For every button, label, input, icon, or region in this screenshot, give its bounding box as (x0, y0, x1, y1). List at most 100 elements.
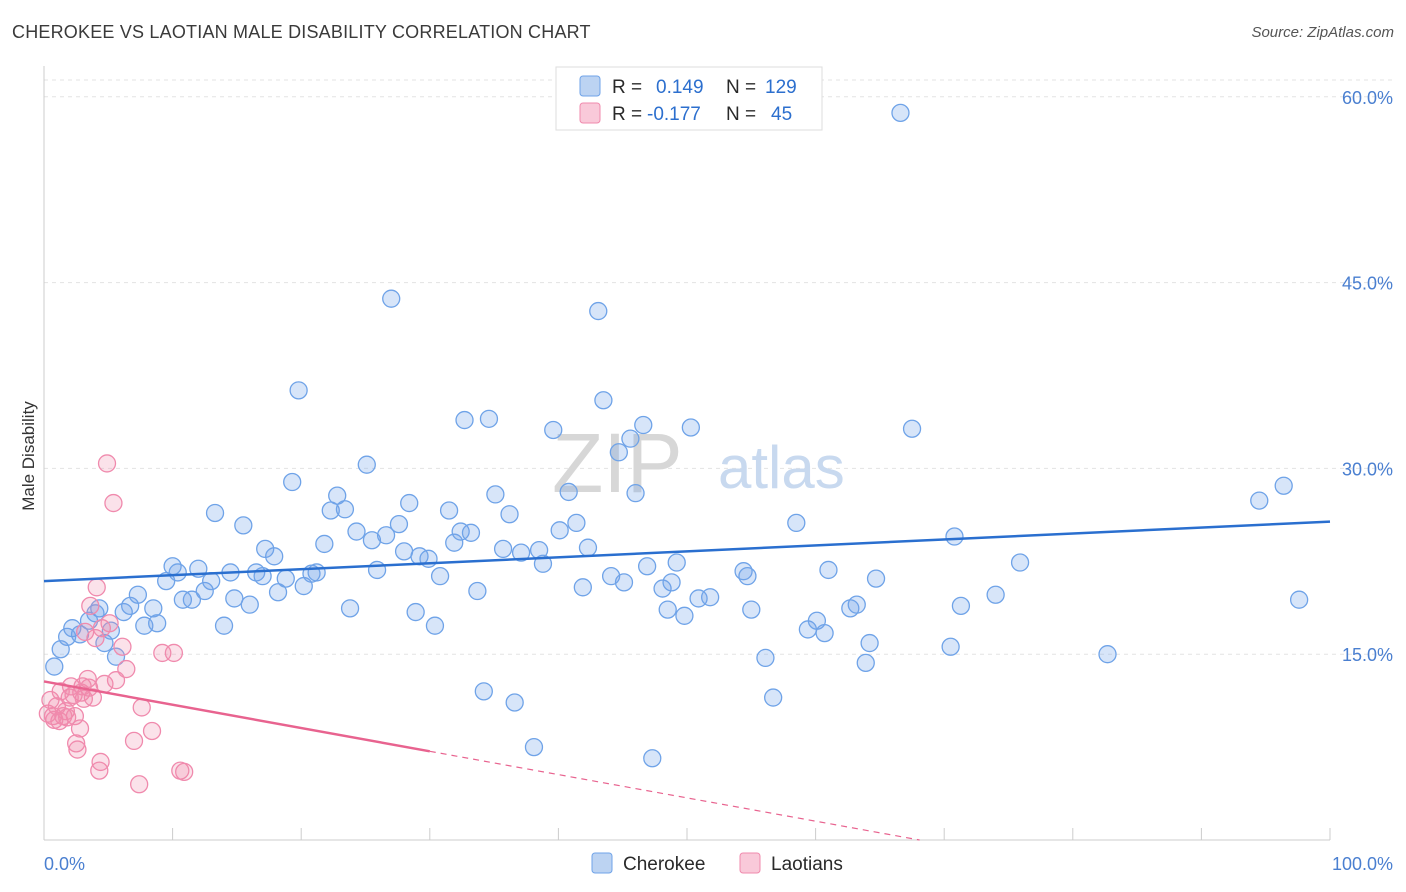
laotians-point (57, 708, 77, 727)
cherokee-point (425, 616, 445, 635)
cherokee-point (505, 693, 524, 712)
cherokee-point (347, 522, 366, 541)
laotians-point (130, 775, 149, 794)
laotians-point (106, 671, 126, 690)
cherokee-point (643, 749, 662, 768)
cherokee-point (400, 493, 419, 513)
laotians-point (86, 628, 105, 648)
cherokee-point (1289, 590, 1309, 609)
cherokee-point (626, 484, 645, 503)
cherokee-point (866, 569, 886, 588)
cherokee-point (214, 616, 234, 635)
watermark-zip: ZIP (552, 416, 683, 510)
cherokee-point (168, 563, 187, 582)
cherokee-point (986, 585, 1005, 604)
trend-lines (43, 520, 1331, 841)
cherokee-point (268, 583, 288, 602)
cherokee-trend-line (43, 520, 1331, 583)
laotians-point (104, 493, 123, 513)
laotians-trend-line (43, 680, 431, 753)
cherokee-point (609, 443, 628, 462)
n-value-laotians: 45 (771, 104, 792, 125)
cherokee-point (700, 588, 720, 607)
cherokee-point (902, 419, 922, 438)
laotians-point (164, 643, 184, 663)
cherokee-point (951, 596, 971, 616)
laotians-point (81, 596, 100, 616)
cherokee-point (847, 595, 866, 614)
r-value-laotians: -0.177 (647, 104, 701, 125)
laotians-point (117, 659, 136, 679)
cherokee-point (819, 560, 838, 580)
laotians-point (70, 719, 90, 738)
laotians-trend-extension (429, 750, 920, 841)
laotians-point (124, 731, 144, 751)
cherokee-point (945, 527, 964, 546)
legend-laotians-label: Laotians (771, 854, 843, 875)
cherokee-point (205, 503, 225, 523)
cherokee-point (148, 614, 167, 633)
r-label-laotians: R = (612, 104, 642, 125)
y-tick-label-15: 15.0% (1342, 645, 1393, 665)
cherokee-point (468, 581, 487, 601)
cherokee-point (328, 486, 347, 505)
n-label-laotians: N = (726, 104, 756, 125)
laotians-point (87, 578, 106, 597)
cherokee-point (202, 571, 221, 591)
cherokee-point (856, 653, 875, 673)
cherokee-point (389, 514, 409, 534)
cherokee-point (45, 657, 64, 676)
x-tick-labels: 0.0% 100.0% (44, 854, 1393, 874)
cherokee-point (283, 472, 302, 492)
laotians-point (47, 697, 67, 716)
cherokee-point (860, 633, 879, 653)
laotians-point (132, 698, 151, 717)
laotians-point (67, 734, 86, 753)
cherokee-point (1274, 476, 1293, 495)
cherokee-point (362, 531, 382, 550)
cherokee-point (474, 682, 493, 701)
cherokee-point (764, 688, 783, 707)
cherokee-point (394, 542, 414, 561)
cherokee-point (511, 543, 531, 562)
laotians-swatch (579, 102, 601, 124)
cherokee-point (234, 516, 253, 535)
cherokee-point (614, 573, 634, 592)
legend-cherokee-swatch (591, 852, 613, 874)
x-tick-label-max: 100.0% (1332, 854, 1393, 874)
cherokee-point (589, 301, 608, 321)
laotians-point (91, 752, 110, 772)
cherokee-point (634, 415, 653, 435)
y-tick-label-30: 30.0% (1342, 459, 1393, 479)
cherokee-point (1098, 645, 1117, 664)
cherokee-point (461, 523, 481, 542)
cherokee-point (315, 534, 334, 554)
cherokee-point (1250, 491, 1269, 510)
cherokee-point (738, 567, 757, 586)
cherokee-point (225, 589, 244, 608)
cherokee-point (382, 289, 401, 308)
cherokee-swatch (579, 75, 601, 97)
cherokee-point (594, 391, 613, 410)
cherokee-point (681, 418, 701, 437)
cherokee-point (658, 600, 677, 619)
laotians-point (68, 740, 87, 759)
cherokee-point (637, 557, 657, 576)
cherokee-point (891, 103, 910, 123)
x-tick-label-min: 0.0% (44, 854, 85, 874)
cherokee-point (439, 501, 459, 520)
cherokee-point (621, 429, 640, 448)
cherokee-point (128, 585, 148, 604)
cherokee-point (567, 513, 586, 533)
cherokee-point (307, 563, 326, 582)
cherokee-point (106, 647, 126, 666)
cherokee-point (500, 505, 519, 524)
cherokee-point (533, 554, 553, 573)
cherokee-point (455, 410, 474, 430)
cherokee-point (406, 602, 425, 622)
cherokee-point (289, 381, 308, 400)
cherokee-point (550, 521, 569, 540)
grid (44, 79, 1395, 655)
legend-laotians-swatch (739, 852, 761, 874)
